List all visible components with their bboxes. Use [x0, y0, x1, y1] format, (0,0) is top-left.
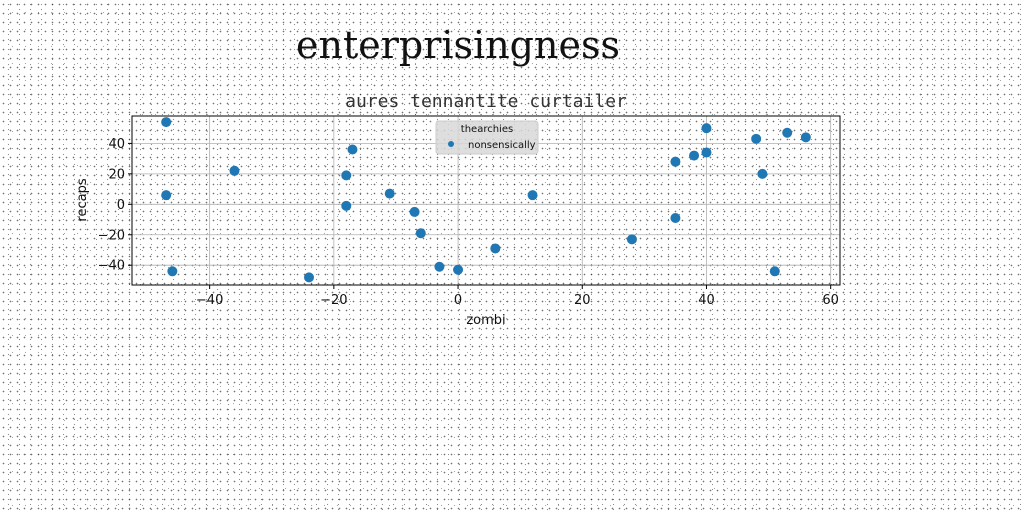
- data-point: [689, 150, 700, 161]
- data-point: [341, 170, 352, 181]
- data-point: [751, 133, 762, 144]
- data-point: [670, 213, 681, 224]
- axis-ticks: −40 −20 0 20 40 60 −40 −20 0 20 40: [98, 137, 839, 308]
- x-tick-label: −40: [196, 293, 223, 308]
- data-point: [626, 234, 637, 245]
- legend-marker: [448, 141, 454, 147]
- data-point: [347, 144, 358, 155]
- data-point: [490, 243, 501, 254]
- data-point: [415, 228, 426, 239]
- x-tick-label: 60: [822, 293, 839, 308]
- data-point: [341, 200, 352, 211]
- data-point: [670, 156, 681, 167]
- x-tick-label: −20: [320, 293, 347, 308]
- y-tick-label: 40: [108, 137, 125, 152]
- data-points: [161, 117, 811, 283]
- data-point: [409, 206, 420, 217]
- legend-title: thearchies: [461, 124, 513, 135]
- plot-frame: [131, 115, 841, 286]
- y-tick-label: 0: [117, 198, 125, 213]
- x-tick-label: 20: [574, 293, 591, 308]
- data-point: [800, 132, 811, 143]
- data-point: [769, 266, 780, 277]
- data-point: [782, 127, 793, 138]
- data-point: [161, 117, 172, 128]
- y-axis-label: recaps: [75, 178, 90, 221]
- data-point: [757, 168, 768, 179]
- data-point: [229, 165, 240, 176]
- chart-title: aures tennantite curtailer: [345, 91, 627, 112]
- data-point: [453, 264, 464, 275]
- x-tick-label: 40: [698, 293, 715, 308]
- data-point: [701, 147, 712, 158]
- data-point: [434, 261, 445, 272]
- legend: thearchies nonsensically: [435, 120, 539, 155]
- grid: [132, 116, 840, 285]
- y-tick-label: −20: [98, 228, 125, 243]
- data-point: [527, 190, 538, 201]
- data-point: [167, 266, 178, 277]
- figure-title: enterprisingness: [296, 23, 620, 67]
- y-tick-label: −40: [98, 259, 125, 274]
- x-axis-label: zombi: [466, 313, 505, 328]
- legend-entry-label: nonsensically: [468, 140, 536, 151]
- data-point: [161, 190, 172, 201]
- legend-box: [435, 120, 539, 155]
- x-tick-label: 0: [454, 293, 462, 308]
- data-point: [701, 123, 712, 134]
- data-point: [304, 272, 314, 283]
- y-tick-label: 20: [108, 167, 125, 182]
- data-point: [384, 188, 395, 199]
